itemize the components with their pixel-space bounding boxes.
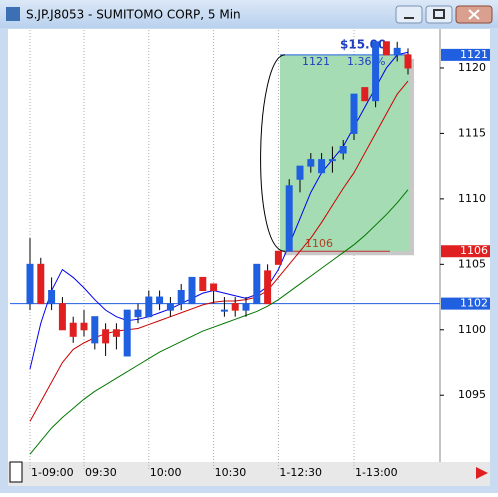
candle-body bbox=[102, 329, 110, 344]
candle-body bbox=[274, 250, 282, 265]
moving-average bbox=[29, 189, 409, 455]
measure-bottom-label: 1106 bbox=[305, 237, 333, 250]
window-title: S.JP.J8053 - SUMITOMO CORP, 5 Min bbox=[26, 8, 241, 22]
candle-body bbox=[393, 47, 401, 56]
candle-body bbox=[188, 276, 196, 305]
candle-body bbox=[307, 159, 315, 167]
moving-average bbox=[29, 51, 409, 370]
app-icon bbox=[6, 7, 20, 21]
y-tick-label: 1100 bbox=[458, 323, 486, 336]
candle-body bbox=[145, 296, 153, 318]
candle-body bbox=[242, 303, 250, 311]
x-tick-label: 10:00 bbox=[150, 466, 182, 479]
candle-body bbox=[199, 276, 207, 292]
candle-body bbox=[339, 146, 347, 154]
time-axis-panel bbox=[8, 462, 490, 486]
price-marker-label: 1102 bbox=[460, 297, 488, 310]
scroll-box[interactable] bbox=[9, 461, 23, 483]
price-marker-label: 1106 bbox=[460, 244, 488, 257]
x-tick-label: 1-09:00 bbox=[31, 466, 74, 479]
price-marker-label: 1121 bbox=[460, 48, 488, 61]
chart-panel bbox=[8, 29, 490, 463]
candle-body bbox=[112, 329, 120, 337]
y-tick-label: 1105 bbox=[458, 257, 486, 270]
maximize-button[interactable] bbox=[425, 5, 453, 24]
candle-body bbox=[296, 165, 304, 180]
candle-body bbox=[350, 93, 358, 134]
y-tick-label: 1110 bbox=[458, 192, 486, 205]
candle-body bbox=[210, 283, 218, 292]
candle-body bbox=[361, 87, 369, 102]
candle-body bbox=[48, 290, 56, 305]
y-tick-label: 1115 bbox=[458, 126, 486, 139]
candle-body bbox=[26, 263, 34, 305]
candle-body bbox=[134, 309, 142, 318]
y-tick-label: 1120 bbox=[458, 61, 486, 74]
candle-body bbox=[231, 303, 239, 311]
candle-body bbox=[253, 263, 261, 305]
candle-body bbox=[166, 303, 174, 311]
candle-body bbox=[328, 159, 336, 162]
candle-body bbox=[382, 41, 390, 56]
candle-body bbox=[404, 54, 412, 69]
y-tick-label: 1095 bbox=[458, 388, 486, 401]
price-marker bbox=[441, 297, 490, 310]
candle-body bbox=[285, 185, 293, 252]
x-tick-label: 1-12:30 bbox=[279, 466, 322, 479]
candle-body bbox=[123, 309, 131, 357]
x-tick-label: 09:30 bbox=[85, 466, 117, 479]
candle-body bbox=[264, 270, 272, 305]
x-tick-label: 10:30 bbox=[215, 466, 247, 479]
candle-body bbox=[220, 309, 228, 312]
measure-amount: $15.00 bbox=[340, 38, 386, 52]
minimize-button[interactable] bbox=[395, 5, 423, 24]
candle-body bbox=[58, 303, 66, 331]
candle-body bbox=[372, 41, 380, 102]
candle-body bbox=[80, 322, 88, 331]
measure-top-label: 1121 bbox=[302, 55, 330, 68]
candle-body bbox=[69, 322, 77, 337]
price-marker bbox=[441, 48, 490, 61]
candle-body bbox=[318, 159, 326, 174]
candle-body bbox=[156, 296, 164, 305]
candle-body bbox=[177, 290, 185, 305]
candle-body bbox=[91, 316, 99, 344]
x-tick-label: 1-13:00 bbox=[355, 466, 398, 479]
candle-body bbox=[37, 263, 45, 305]
price-marker bbox=[441, 245, 490, 258]
measure-percent: 1.36 % bbox=[347, 55, 385, 68]
scroll-right-arrow[interactable] bbox=[476, 467, 488, 479]
selection-oval bbox=[260, 54, 286, 252]
